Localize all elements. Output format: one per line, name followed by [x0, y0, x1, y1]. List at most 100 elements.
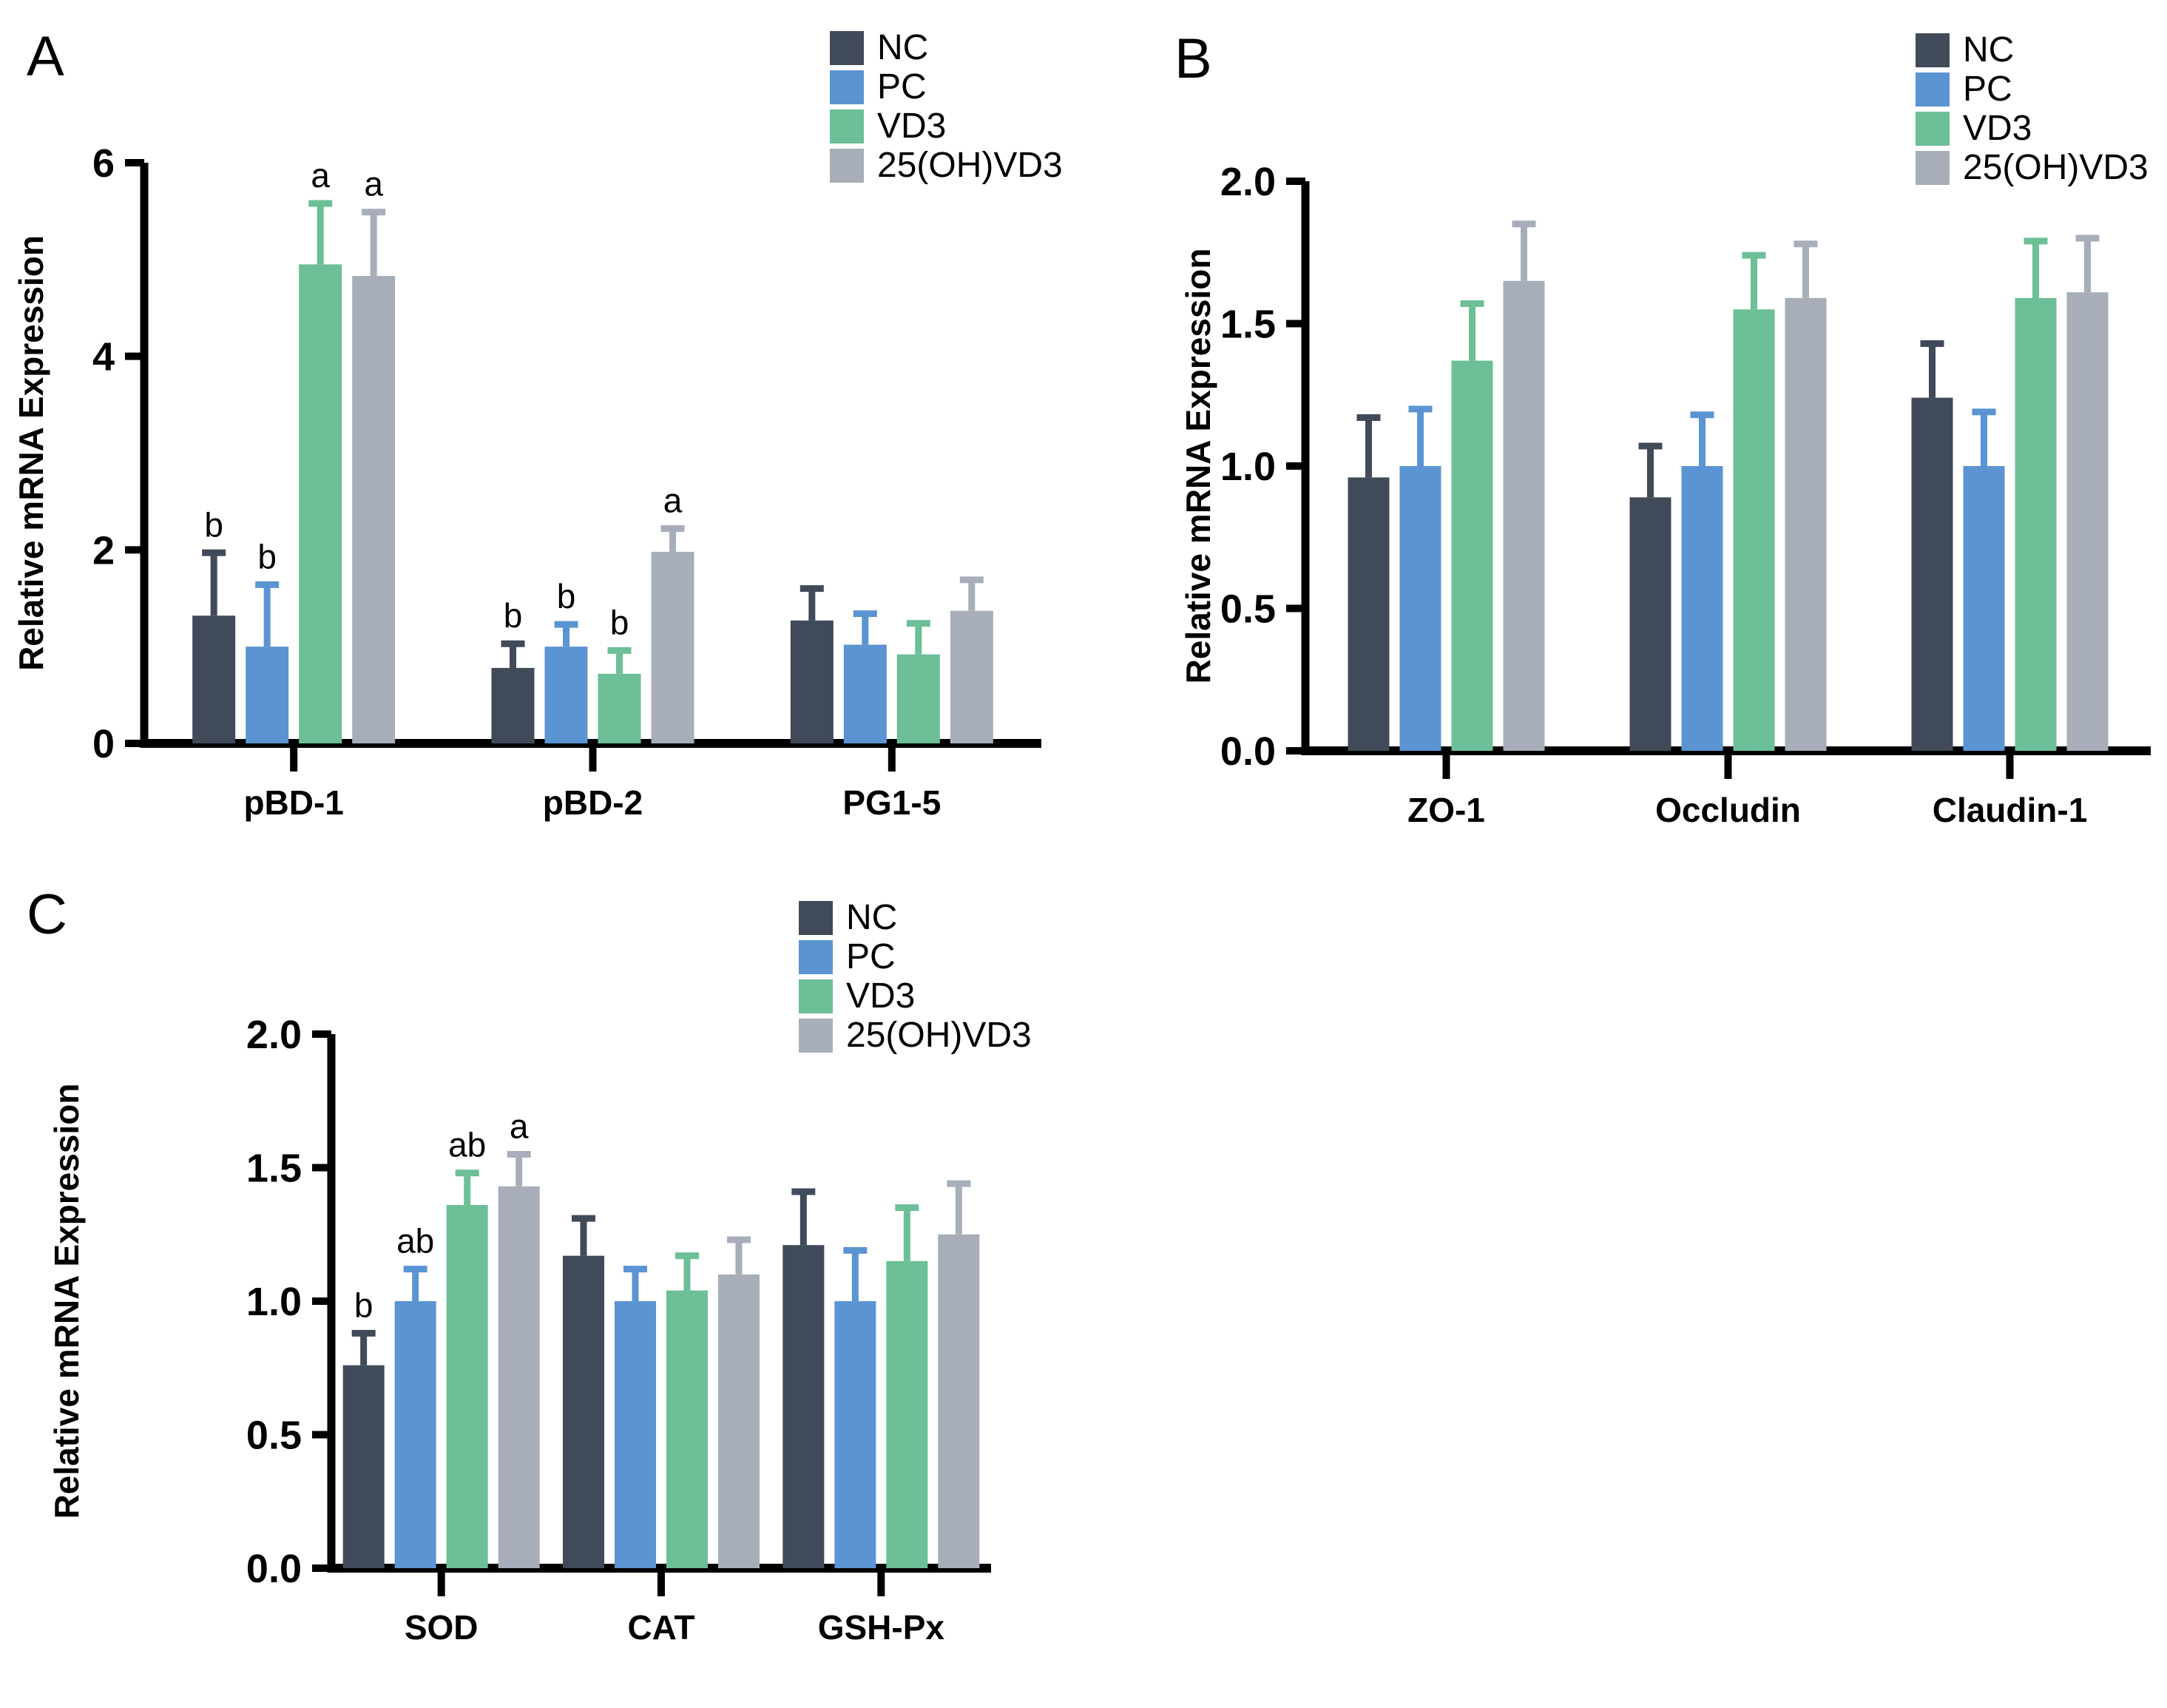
- legend-label: PC: [846, 937, 896, 976]
- category-label: PG1-5: [842, 783, 941, 822]
- y-tick-label: 2: [92, 528, 115, 573]
- legend-label: 25(OH)VD3: [846, 1016, 1032, 1055]
- y-tick-label: 0.5: [246, 1414, 302, 1458]
- bar-25(OH)VD3-PG1-5: [950, 610, 993, 743]
- significance-letter: b: [257, 537, 277, 575]
- panel-b: B 0.0 0.5 1.0 1.5 2.0 Relative mRNA Expression…: [1154, 0, 2167, 869]
- legend-swatch-PC: [830, 70, 864, 104]
- legend-swatch-VD3: [830, 109, 864, 144]
- panel-c: C 0.0 0.5 1.0 1.5 2.0 Relative mRNA Expression…: [0, 873, 1080, 1708]
- y-tick-label: 2.0: [246, 1013, 302, 1057]
- significance-letter: a: [311, 156, 330, 195]
- legend-swatch-PC: [799, 940, 833, 974]
- y-axis-title: Relative mRNA Expression: [12, 235, 50, 671]
- bar-VD3-GSH-Px: [886, 1260, 928, 1568]
- legend-swatch-NC: [830, 31, 864, 65]
- bar-NC-CAT: [563, 1255, 604, 1568]
- bar-PC-pBD-1: [246, 647, 289, 743]
- category-label: Occludin: [1655, 791, 1801, 829]
- panel-label-C: C: [27, 883, 67, 946]
- y-tick-label: 1.0: [1220, 445, 1276, 489]
- legend-swatch-25(OH)VD3: [799, 1019, 833, 1053]
- bar-NC-ZO-1: [1348, 477, 1390, 751]
- category-label: CAT: [627, 1608, 694, 1647]
- y-tick-label: 4: [92, 335, 115, 379]
- panel-label-B: B: [1174, 27, 1212, 90]
- y-tick-label: 6: [92, 141, 115, 186]
- significance-letter: b: [504, 596, 523, 635]
- category-label: Claudin-1: [1933, 791, 2088, 829]
- category-label: pBD-2: [543, 783, 643, 822]
- bar-25(OH)VD3-Claudin-1: [2066, 292, 2109, 751]
- bar-VD3-ZO-1: [1451, 360, 1493, 751]
- y-tick-label: 2.0: [1220, 160, 1276, 204]
- bar-NC-SOD: [342, 1365, 385, 1568]
- category-label: SOD: [405, 1608, 479, 1647]
- significance-letter: b: [557, 577, 576, 615]
- significance-letter: ab: [396, 1222, 434, 1260]
- bar-NC-pBD-2: [491, 667, 535, 743]
- significance-letter: b: [354, 1286, 373, 1324]
- legend-label: NC: [877, 28, 928, 67]
- bar-PC-SOD: [394, 1301, 436, 1568]
- category-label: pBD-1: [243, 783, 343, 822]
- bar-NC-pBD-1: [192, 615, 236, 743]
- legend-swatch-VD3: [799, 979, 833, 1013]
- significance-letter: a: [663, 482, 683, 520]
- bar-VD3-SOD: [446, 1205, 488, 1568]
- bar-25(OH)VD3-ZO-1: [1503, 280, 1545, 751]
- bar-PC-Claudin-1: [1963, 466, 2005, 751]
- category-label: ZO-1: [1407, 791, 1485, 829]
- bar-PC-GSH-Px: [834, 1301, 876, 1568]
- panel-c-chart: C 0.0 0.5 1.0 1.5 2.0 Relative mRNA Expression…: [27, 883, 1032, 1647]
- legend-label: PC: [877, 67, 927, 107]
- y-tick-label: 0.0: [1220, 729, 1276, 774]
- panel-b-chart: B 0.0 0.5 1.0 1.5 2.0 Relative mRNA Expression…: [1174, 27, 2151, 829]
- bar-NC-Claudin-1: [1911, 397, 1953, 751]
- legend-label: 25(OH)VD3: [877, 146, 1063, 185]
- legend-swatch-NC: [799, 901, 833, 935]
- significance-letter: b: [610, 603, 629, 641]
- significance-letter: ab: [448, 1126, 486, 1164]
- y-tick-label: 1.5: [246, 1147, 302, 1191]
- legend-swatch-NC: [1916, 33, 1950, 67]
- bar-VD3-Claudin-1: [2015, 297, 2057, 752]
- bar-VD3-PG1-5: [896, 654, 940, 743]
- bar-PC-PG1-5: [843, 644, 887, 743]
- bar-NC-Occludin: [1629, 497, 1671, 751]
- y-tick-label: 0: [92, 722, 115, 766]
- bar-PC-ZO-1: [1399, 466, 1441, 751]
- legend-swatch-PC: [1916, 72, 1950, 107]
- legend-label: NC: [1963, 30, 2014, 70]
- legend-label: NC: [846, 898, 897, 937]
- bar-VD3-pBD-1: [299, 264, 342, 743]
- bar-VD3-Occludin: [1733, 309, 1775, 751]
- bar-25(OH)VD3-SOD: [498, 1186, 540, 1568]
- y-tick-label: 1.5: [1220, 303, 1276, 347]
- bar-VD3-CAT: [666, 1290, 708, 1568]
- legend-swatch-25(OH)VD3: [830, 149, 864, 183]
- legend-swatch-25(OH)VD3: [1916, 151, 1950, 185]
- bar-25(OH)VD3-pBD-2: [651, 551, 694, 743]
- significance-letter: b: [204, 505, 223, 544]
- bar-VD3-pBD-2: [598, 673, 641, 743]
- y-tick-label: 0.5: [1220, 587, 1276, 632]
- legend-label: VD3: [1963, 109, 2032, 148]
- legend-label: 25(OH)VD3: [1963, 148, 2149, 187]
- bar-25(OH)VD3-CAT: [718, 1274, 760, 1568]
- bar-PC-Occludin: [1681, 466, 1723, 751]
- significance-letter: a: [510, 1107, 529, 1145]
- bar-25(OH)VD3-Occludin: [1785, 297, 1827, 752]
- bar-PC-pBD-2: [544, 647, 588, 743]
- y-tick-label: 1.0: [246, 1280, 302, 1324]
- category-label: GSH-Px: [818, 1608, 945, 1647]
- y-axis-title: Relative mRNA Expression: [1179, 249, 1217, 684]
- significance-letter: a: [364, 165, 383, 203]
- legend-label: VD3: [877, 107, 946, 146]
- panel-label-A: A: [27, 25, 64, 88]
- legend-label: PC: [1963, 70, 2012, 109]
- y-axis-title: Relative mRNA Expression: [47, 1084, 86, 1519]
- bar-NC-GSH-Px: [782, 1245, 825, 1568]
